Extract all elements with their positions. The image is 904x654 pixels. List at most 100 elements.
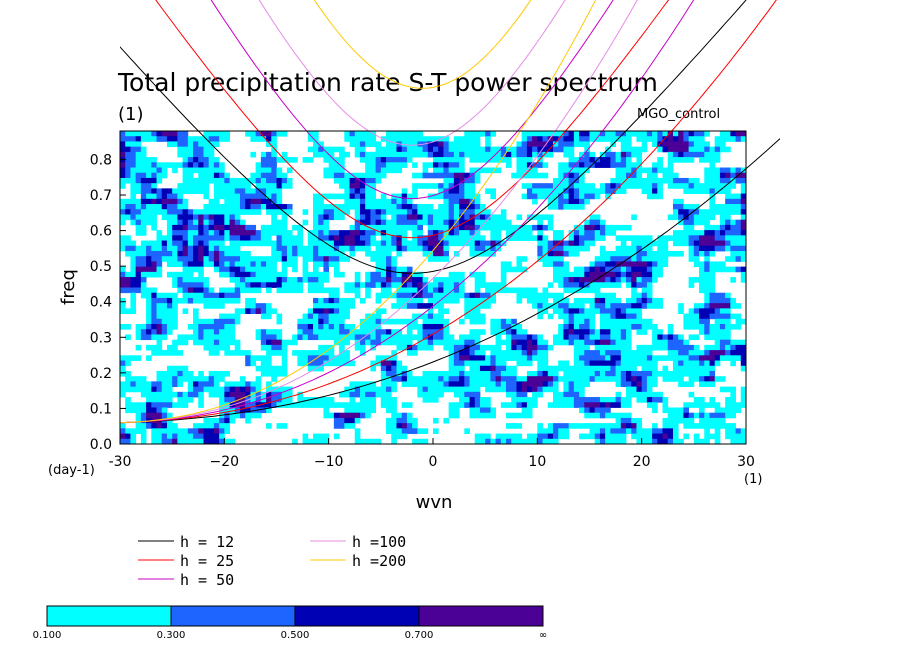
contour-cell (260, 271, 267, 278)
contour-cell (464, 204, 470, 210)
contour-cell (213, 261, 220, 268)
contour-cell (730, 303, 736, 309)
contour-cell (172, 162, 178, 168)
contour-cell (479, 397, 486, 403)
contour-cell (558, 365, 564, 372)
contour-cell (626, 318, 632, 325)
contour-cell (469, 230, 476, 236)
contour-cell (260, 172, 267, 179)
contour-cell (438, 235, 444, 241)
contour-cell (302, 157, 309, 163)
contour-cell (579, 297, 585, 304)
contour-cell (401, 292, 408, 299)
contour-cell (620, 235, 627, 241)
contour-cell (229, 224, 236, 231)
contour-cell (521, 438, 528, 444)
contour-cell (349, 407, 356, 414)
contour-cell (260, 235, 267, 241)
contour-cell (307, 350, 314, 356)
contour-cell (610, 177, 616, 184)
contour-cell (683, 131, 690, 137)
contour-cell (224, 193, 230, 200)
contour-cell (433, 417, 439, 424)
contour-cell (375, 214, 382, 221)
contour-cell (250, 172, 257, 179)
contour-cell (693, 350, 700, 356)
contour-cell (156, 292, 163, 299)
contour-cell (646, 428, 653, 434)
contour-cell (631, 308, 637, 314)
contour-cell (573, 355, 580, 361)
contour-cell (740, 350, 746, 356)
contour-cell (417, 235, 423, 241)
contour-cell (636, 433, 643, 440)
contour-cell (558, 360, 564, 367)
contour-cell (448, 193, 455, 200)
contour-cell (239, 235, 246, 241)
contour-cell (245, 188, 251, 194)
contour-cell (344, 209, 350, 215)
contour-cell (245, 360, 251, 367)
contour-cell (448, 297, 455, 304)
contour-cell (615, 224, 622, 231)
contour-cell (485, 433, 491, 440)
contour-cell (657, 303, 663, 309)
contour-cell (313, 230, 319, 236)
contour-cell (135, 245, 142, 252)
contour-cell (203, 131, 210, 137)
contour-cell (511, 386, 517, 393)
contour-cell (443, 157, 450, 163)
contour-cell (610, 256, 616, 262)
contour-cell (453, 339, 460, 346)
contour-cell (453, 370, 460, 377)
contour-cell (161, 204, 168, 210)
contour-cell (652, 433, 658, 440)
contour-cell (401, 402, 408, 408)
contour-cell (433, 381, 439, 388)
contour-cell (626, 334, 632, 341)
contour-cell (401, 365, 408, 372)
contour-cell (427, 224, 434, 231)
contour-cell (725, 266, 731, 273)
contour-cell (709, 297, 716, 304)
contour-cell (506, 438, 512, 444)
contour-cell (182, 391, 189, 398)
contour-cell (130, 172, 137, 179)
contour-cell (615, 245, 622, 252)
contour-cell (198, 438, 204, 444)
contour-cell (688, 151, 695, 158)
contour-cell (239, 391, 246, 398)
contour-cell (224, 261, 230, 268)
contour-cell (605, 334, 611, 341)
contour-cell (610, 188, 616, 194)
contour-cell (365, 329, 371, 335)
contour-cell (318, 334, 324, 341)
contour-cell (568, 136, 575, 142)
contour-cell (427, 214, 434, 221)
contour-cell (182, 250, 189, 257)
contour-cell (735, 177, 742, 184)
contour-cell (292, 287, 298, 294)
contour-cell (662, 376, 669, 382)
contour-cell (579, 350, 585, 356)
contour-cell (620, 402, 627, 408)
contour-cell (140, 162, 147, 168)
contour-cell (631, 250, 637, 257)
contour-cell (193, 219, 199, 226)
contour-cell (161, 136, 168, 142)
contour-cell (537, 360, 543, 367)
contour-cell (474, 438, 481, 444)
contour-cell (469, 386, 476, 393)
contour-cell (599, 277, 606, 283)
contour-cell (620, 157, 627, 163)
contour-cell (198, 324, 204, 330)
contour-cell (245, 282, 251, 288)
contour-cell (646, 297, 653, 304)
contour-cell (516, 167, 523, 174)
contour-cell (631, 318, 637, 325)
contour-cell (641, 131, 648, 137)
contour-cell (307, 355, 314, 361)
contour-cell (605, 292, 611, 299)
contour-cell (579, 344, 585, 351)
contour-cell (599, 397, 606, 403)
